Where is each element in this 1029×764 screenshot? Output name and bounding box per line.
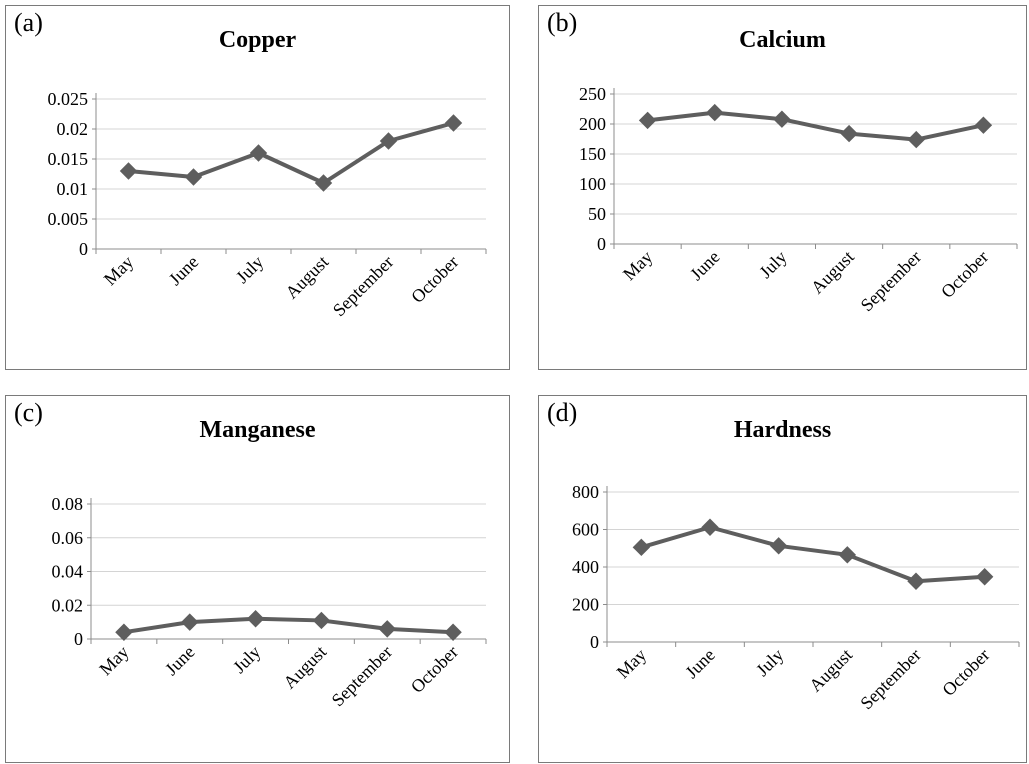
data-point — [701, 518, 719, 536]
x-tick-label: May — [100, 252, 137, 289]
x-tick-label: July — [229, 642, 264, 677]
y-tick-label: 0 — [597, 234, 606, 254]
y-tick-label: 200 — [572, 595, 599, 615]
data-point — [907, 130, 925, 149]
x-tick-label: May — [619, 247, 656, 284]
data-point — [115, 623, 133, 641]
data-point — [312, 611, 331, 630]
data-point — [181, 613, 199, 631]
y-tick-label: 0 — [590, 632, 599, 652]
x-tick-label: May — [95, 642, 132, 679]
x-tick-label: September — [329, 252, 398, 321]
chart-plot: 0 0.005 0.01 0.015 0.02 0.025 May June July Augus… — [48, 89, 487, 321]
chart-title: Calcium — [739, 27, 826, 53]
chart-plot: 0 200 400 600 800 May June July August September O… — [572, 482, 1020, 714]
x-tick-label: August — [279, 642, 330, 693]
x-tick-label: June — [681, 645, 718, 682]
data-point — [119, 162, 138, 180]
x-tick-label: July — [752, 645, 787, 680]
y-tick-label: 200 — [579, 114, 606, 134]
y-tick-label: 0.01 — [57, 179, 89, 199]
x-tick-label: July — [232, 252, 267, 287]
data-point — [638, 111, 657, 130]
data-point — [773, 110, 791, 128]
data-point — [378, 620, 396, 638]
y-tick-label: 400 — [572, 557, 599, 577]
y-tick-label: 250 — [579, 84, 606, 104]
data-point — [444, 114, 463, 132]
y-tick-label: 800 — [572, 482, 599, 502]
x-tick-label: August — [805, 645, 856, 696]
y-tick-label: 0.015 — [48, 149, 89, 169]
y-tick-label: 0.04 — [52, 562, 84, 582]
data-point — [632, 538, 651, 557]
data-point — [444, 623, 462, 641]
data-point — [838, 546, 857, 564]
chart-title: Copper — [218, 27, 297, 53]
chart-panel-hardness: (d) Hardness 0 200 400 600 800 May June July Aug… — [538, 395, 1027, 763]
y-tick-label: 0.025 — [48, 89, 89, 109]
chart-panel-calcium: (b) Calcium 0 50 100 150 200 250 May June July Au… — [538, 5, 1027, 370]
x-tick-label: July — [755, 247, 790, 282]
series-line — [123, 616, 454, 635]
y-tick-label: 100 — [579, 174, 606, 194]
x-tick-label: June — [686, 247, 723, 284]
data-point — [840, 124, 858, 143]
y-tick-label: 0.02 — [52, 595, 84, 615]
chart-title: Hardness — [733, 417, 832, 443]
data-point — [974, 116, 993, 134]
x-tick-label: August — [807, 247, 858, 298]
chart-panel-manganese: (c) Manganese 0 0.02 0.04 0.06 0.08 May June Ju… — [5, 395, 510, 763]
data-point — [907, 572, 925, 590]
panel-label: (d) — [547, 398, 578, 427]
x-tick-label: September — [856, 645, 925, 714]
series-line — [128, 121, 455, 185]
chart-plot: 0 50 100 150 200 250 May June July AugustSeptembe… — [579, 84, 1018, 316]
panel-label: (c) — [14, 398, 43, 427]
data-point — [769, 537, 788, 555]
data-point — [379, 132, 398, 150]
data-point — [314, 174, 333, 192]
series-line — [640, 525, 985, 584]
x-tick-label: August — [281, 252, 332, 303]
chart-title: Manganese — [199, 417, 316, 443]
y-tick-label: 0.06 — [52, 528, 84, 548]
y-tick-label: 0.08 — [52, 494, 84, 514]
x-tick-label: June — [161, 642, 198, 679]
y-tick-label: 600 — [572, 520, 599, 540]
chart-plot: 0 0.02 0.04 0.06 0.08 May June July AugustSeptem… — [52, 494, 487, 711]
panel-label: (b) — [547, 8, 578, 37]
y-tick-label: 0.02 — [57, 119, 89, 139]
x-tick-label: October — [938, 645, 993, 700]
x-tick-label: June — [165, 252, 202, 289]
data-point — [249, 144, 268, 162]
y-tick-label: 0 — [74, 629, 83, 649]
panel-label: (a) — [14, 8, 43, 37]
data-point — [184, 168, 203, 186]
data-point — [246, 610, 265, 628]
y-tick-label: 50 — [588, 204, 606, 224]
x-tick-label: September — [328, 642, 397, 711]
x-tick-label: September — [857, 247, 926, 316]
y-tick-label: 0.005 — [48, 209, 89, 229]
y-tick-label: 0 — [79, 239, 88, 259]
x-tick-label: October — [407, 252, 462, 307]
data-point — [975, 568, 994, 586]
x-tick-label: October — [937, 247, 992, 302]
x-tick-label: May — [613, 645, 650, 682]
series-line — [647, 110, 984, 142]
chart-panel-copper: (a) Copper 0 0.005 0.01 0.015 0.02 0.025 May Ju… — [5, 5, 510, 370]
data-point — [706, 103, 724, 122]
x-tick-label: October — [407, 642, 462, 697]
y-tick-label: 150 — [579, 144, 606, 164]
